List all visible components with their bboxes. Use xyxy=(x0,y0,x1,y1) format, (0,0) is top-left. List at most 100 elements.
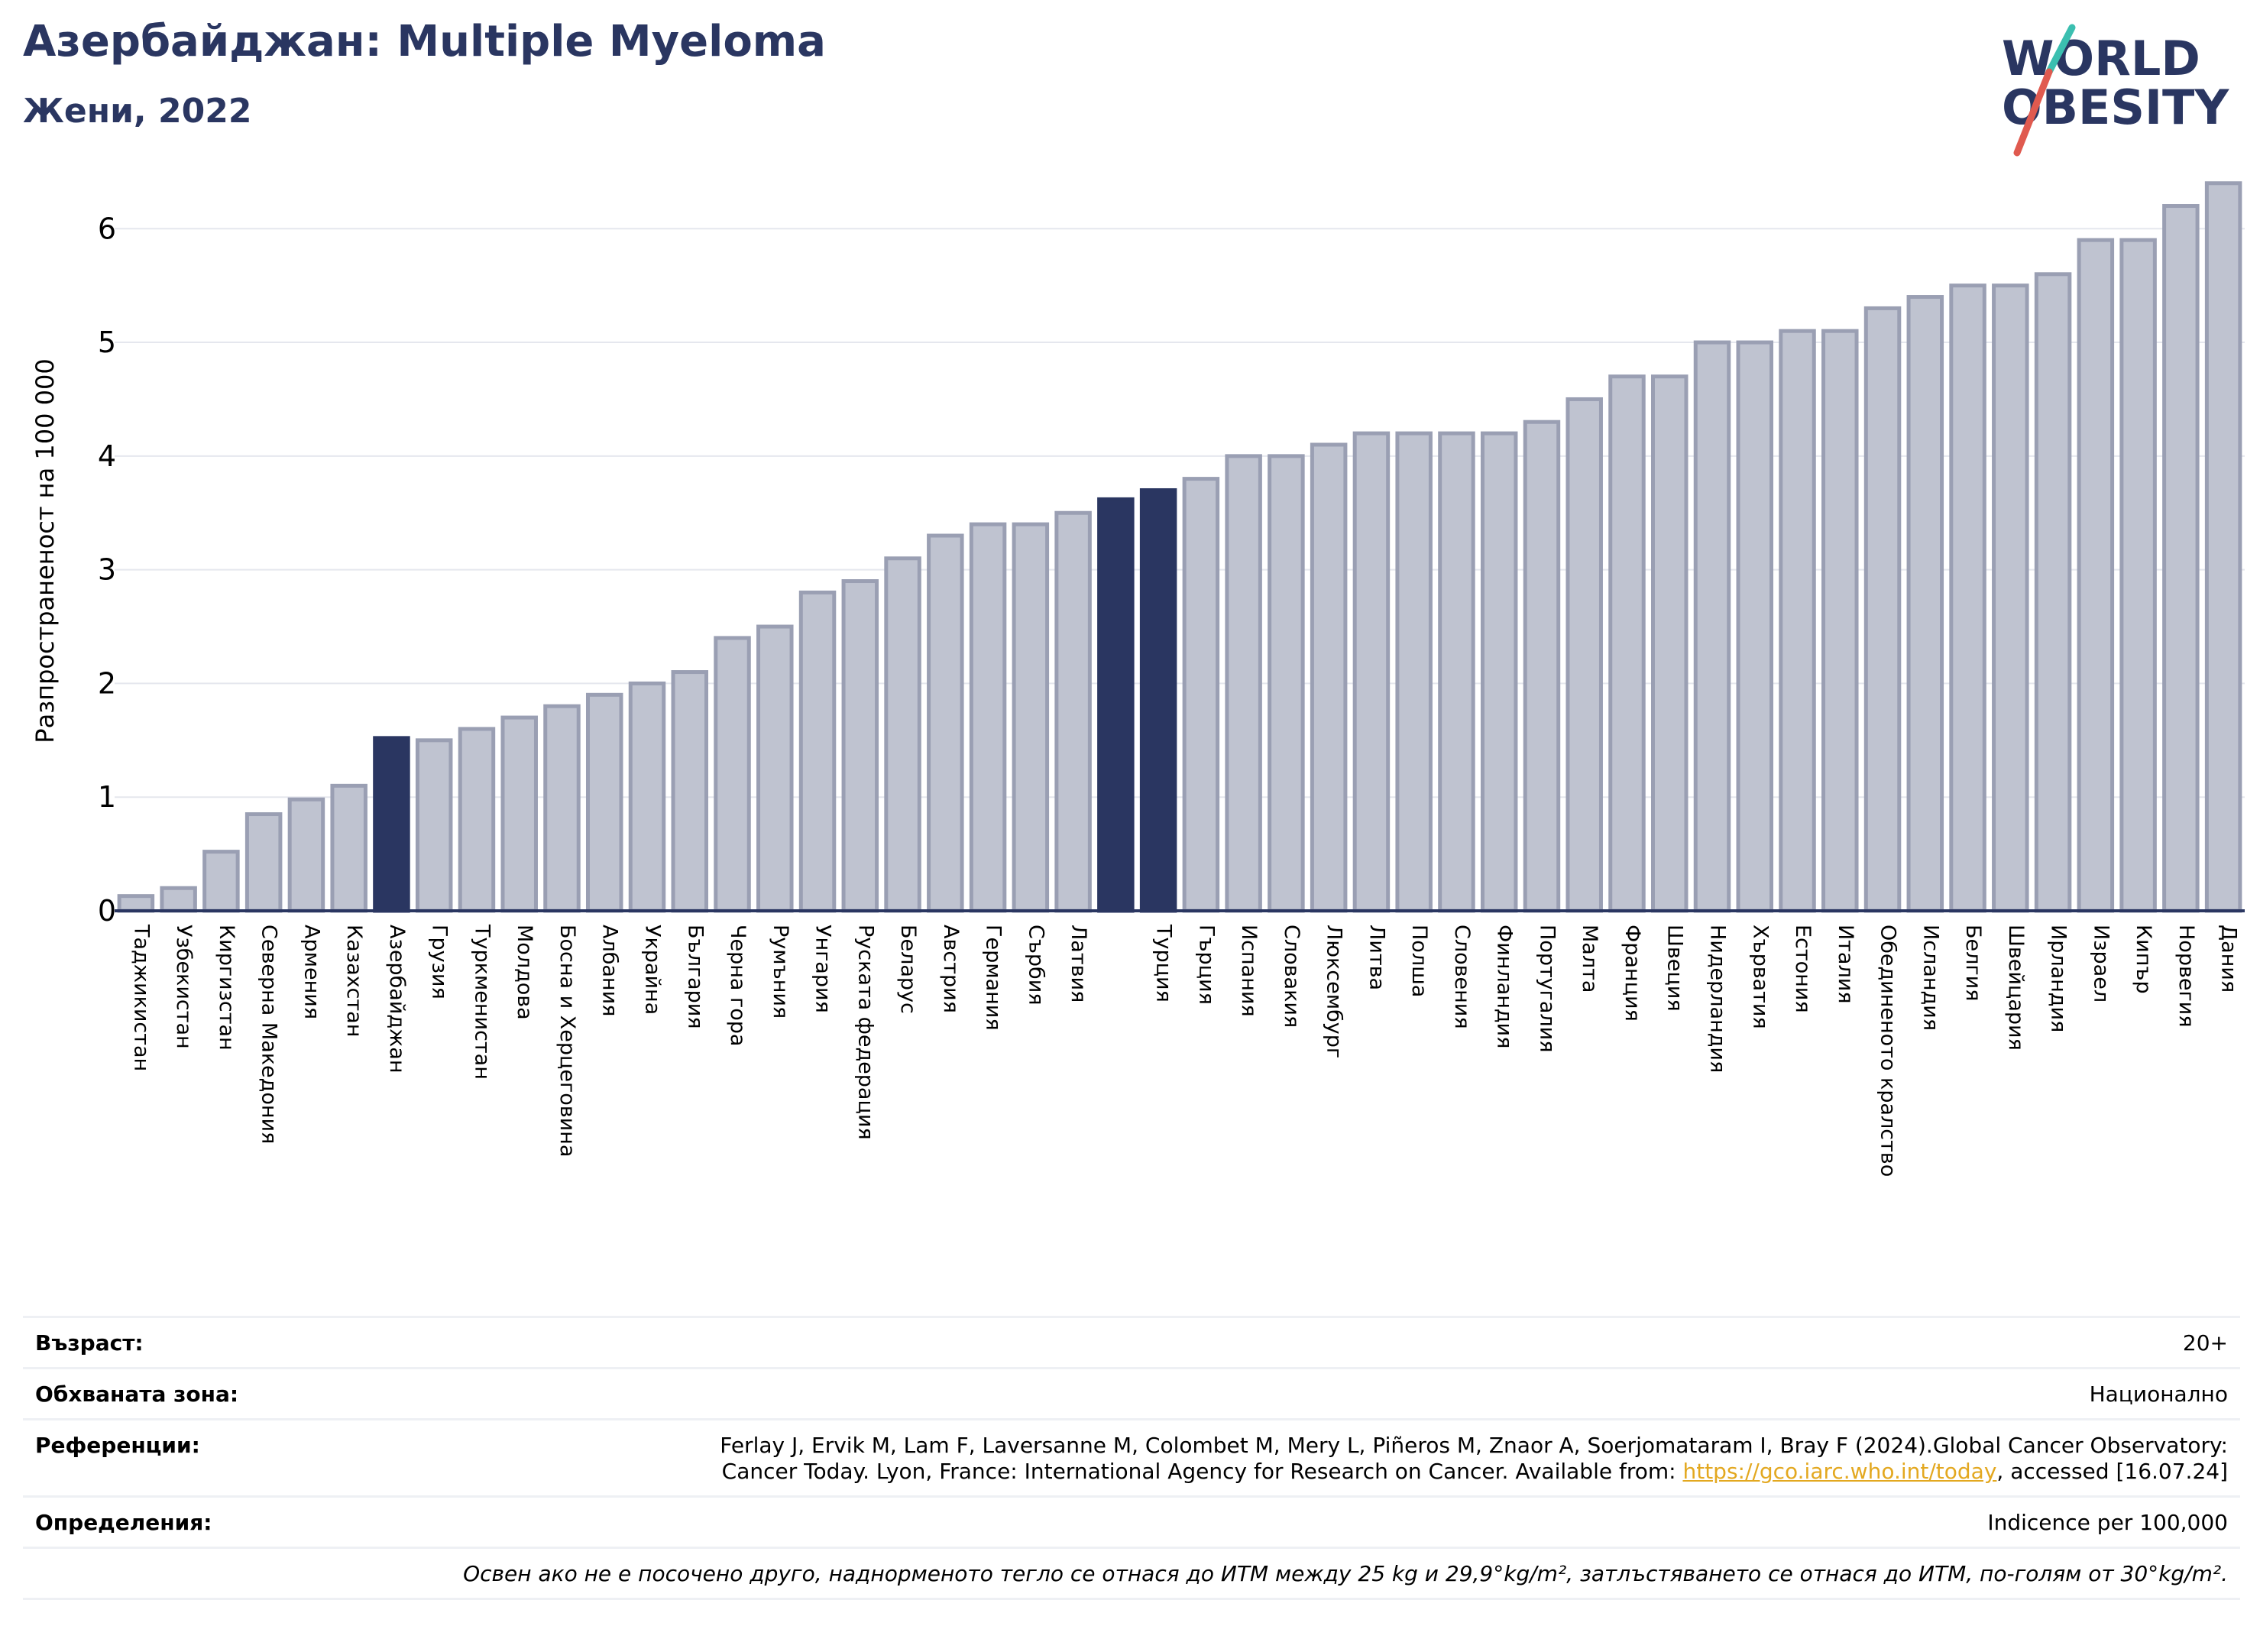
bar xyxy=(1650,374,1689,913)
x-tick-label: Румъния xyxy=(769,925,792,1019)
logo-line1: WORLD xyxy=(2002,31,2200,86)
x-tick-label: Ирландия xyxy=(2047,925,2071,1032)
bar xyxy=(1012,522,1050,913)
bar xyxy=(1779,329,1816,913)
bar xyxy=(884,556,921,913)
x-tick-label: Испания xyxy=(1237,925,1261,1017)
bar xyxy=(415,738,453,913)
bar xyxy=(1863,306,1902,913)
bar xyxy=(1310,442,1348,913)
x-tick-label: Белгия xyxy=(1961,925,1985,1001)
age-label: Възраст: xyxy=(35,1330,144,1356)
x-tick-label: Киргизстан xyxy=(215,925,238,1051)
x-tick-label: Малта xyxy=(1578,925,1601,993)
x-tick-label: Сърбия xyxy=(1024,925,1047,1006)
x-tick-label: Австрия xyxy=(939,925,963,1013)
y-tick-labels: 0 1 2 3 4 5 6 xyxy=(98,212,116,928)
references-line2-pre: Cancer Today. Lyon, France: Internationa… xyxy=(721,1459,1683,1484)
age-value: 20+ xyxy=(2182,1330,2228,1356)
logo-slash-teal xyxy=(2045,24,2076,76)
bar xyxy=(1182,477,1220,913)
y-tick-label: 1 xyxy=(98,780,116,814)
x-tick-label: Украйна xyxy=(641,925,665,1015)
info-table: Възраст: 20+ Обхваната зона: Национално … xyxy=(23,1316,2240,1600)
x-tick-label: Словакия xyxy=(1280,925,1303,1028)
coverage-value: Национално xyxy=(2089,1382,2228,1407)
x-tick-label: Турция xyxy=(1152,924,1176,1003)
y-tick-label: 5 xyxy=(98,326,116,359)
bar xyxy=(798,590,837,913)
bar xyxy=(628,681,666,913)
definitions-value: Indicence per 100,000 xyxy=(1987,1510,2228,1535)
bar xyxy=(287,797,325,913)
gco-link[interactable]: https://gco.iarc.who.int/today xyxy=(1682,1459,1997,1484)
bar xyxy=(500,715,538,913)
bar xyxy=(2162,204,2200,913)
x-tick-label: Обединеното кралство xyxy=(1876,925,1900,1177)
x-tick-label: Азербайджан xyxy=(385,925,409,1074)
bar xyxy=(1992,283,2029,913)
info-row-note: Освен ако не е посочено друго, наднормен… xyxy=(23,1547,2240,1600)
bar xyxy=(969,522,1007,913)
y-tick-label: 2 xyxy=(98,666,116,700)
definitions-label: Определения: xyxy=(35,1510,212,1535)
x-tick-label: Финландия xyxy=(1493,925,1517,1048)
x-tick-label: Босна и Херцеговина xyxy=(555,925,579,1157)
page-title: Азербайджан: Multiple Myeloma xyxy=(23,17,826,66)
x-tick-label: Полша xyxy=(1407,925,1431,997)
x-tick-label: Германия xyxy=(982,925,1005,1031)
x-tick-label: Гърция xyxy=(1194,925,1218,1005)
y-tick-label: 3 xyxy=(98,553,116,587)
bar xyxy=(1225,454,1262,913)
bar xyxy=(244,812,283,913)
references-line1: Ferlay J, Ervik M, Lam F, Laversanne M, … xyxy=(720,1433,2228,1458)
coverage-label: Обхваната зона: xyxy=(35,1382,239,1407)
x-tick-label: Швейцария xyxy=(2004,925,2028,1051)
bar xyxy=(2034,272,2072,913)
y-tick-label: 6 xyxy=(98,212,116,245)
bar xyxy=(1438,431,1475,913)
bar-chart: 0 1 2 3 4 5 6 Таджикистан Узбекистан Киргизстан С… xyxy=(31,181,2245,1177)
info-row-definitions: Определения: Indicence per 100,000 xyxy=(23,1495,2240,1547)
x-tick-label: Естония xyxy=(1791,925,1815,1013)
bar xyxy=(1480,431,1518,913)
references-value: Ferlay J, Ervik M, Lam F, Laversanne M, … xyxy=(720,1433,2228,1485)
y-axis-title: Разпространеност на 100 000 xyxy=(31,358,60,743)
x-tick-label: Туркменистан xyxy=(470,924,494,1080)
x-tick-label: Италия xyxy=(1834,925,1857,1004)
x-tick-label: Нидерландия xyxy=(1706,925,1730,1073)
x-tick-label: Беларус xyxy=(896,925,920,1014)
bar xyxy=(1949,283,1986,913)
x-tick-label: Руската федерация xyxy=(853,925,877,1140)
x-tick-label: Албания xyxy=(598,925,622,1016)
bar xyxy=(1523,419,1561,913)
x-tick-label: Таджикистан xyxy=(129,924,153,1071)
x-tick-labels: Таджикистан Узбекистан Киргизстан Северна М… xyxy=(129,924,2240,1177)
x-tick-label: Португалия xyxy=(1535,925,1559,1052)
bar xyxy=(160,886,197,913)
x-tick-label: Швеция xyxy=(1663,925,1687,1012)
x-tick-label: Исландия xyxy=(1918,925,1942,1031)
bars xyxy=(117,181,2242,913)
x-tick-label: Франция xyxy=(1621,925,1644,1022)
bar xyxy=(841,579,879,913)
page-subtitle: Жени, 2022 xyxy=(23,92,252,131)
x-tick-label: Казахстан xyxy=(342,925,366,1037)
x-tick-label: Армения xyxy=(299,925,323,1019)
bar xyxy=(1693,340,1731,913)
references-label: Референции: xyxy=(35,1433,200,1458)
bar xyxy=(927,533,964,913)
bar xyxy=(2204,181,2242,913)
bar xyxy=(714,636,751,913)
bar xyxy=(756,624,794,913)
world-obesity-logo: WORLD OBESITY xyxy=(2002,24,2229,157)
bar xyxy=(1608,374,1646,913)
bar xyxy=(1139,488,1177,913)
y-tick-label: 4 xyxy=(98,439,116,473)
x-tick-label: Молдова xyxy=(513,925,536,1020)
bar xyxy=(1736,340,1774,913)
bar xyxy=(1395,431,1433,913)
bar xyxy=(330,783,367,913)
references-line2-post: , accessed [16.07.24] xyxy=(1996,1459,2228,1484)
bar xyxy=(1565,397,1603,913)
